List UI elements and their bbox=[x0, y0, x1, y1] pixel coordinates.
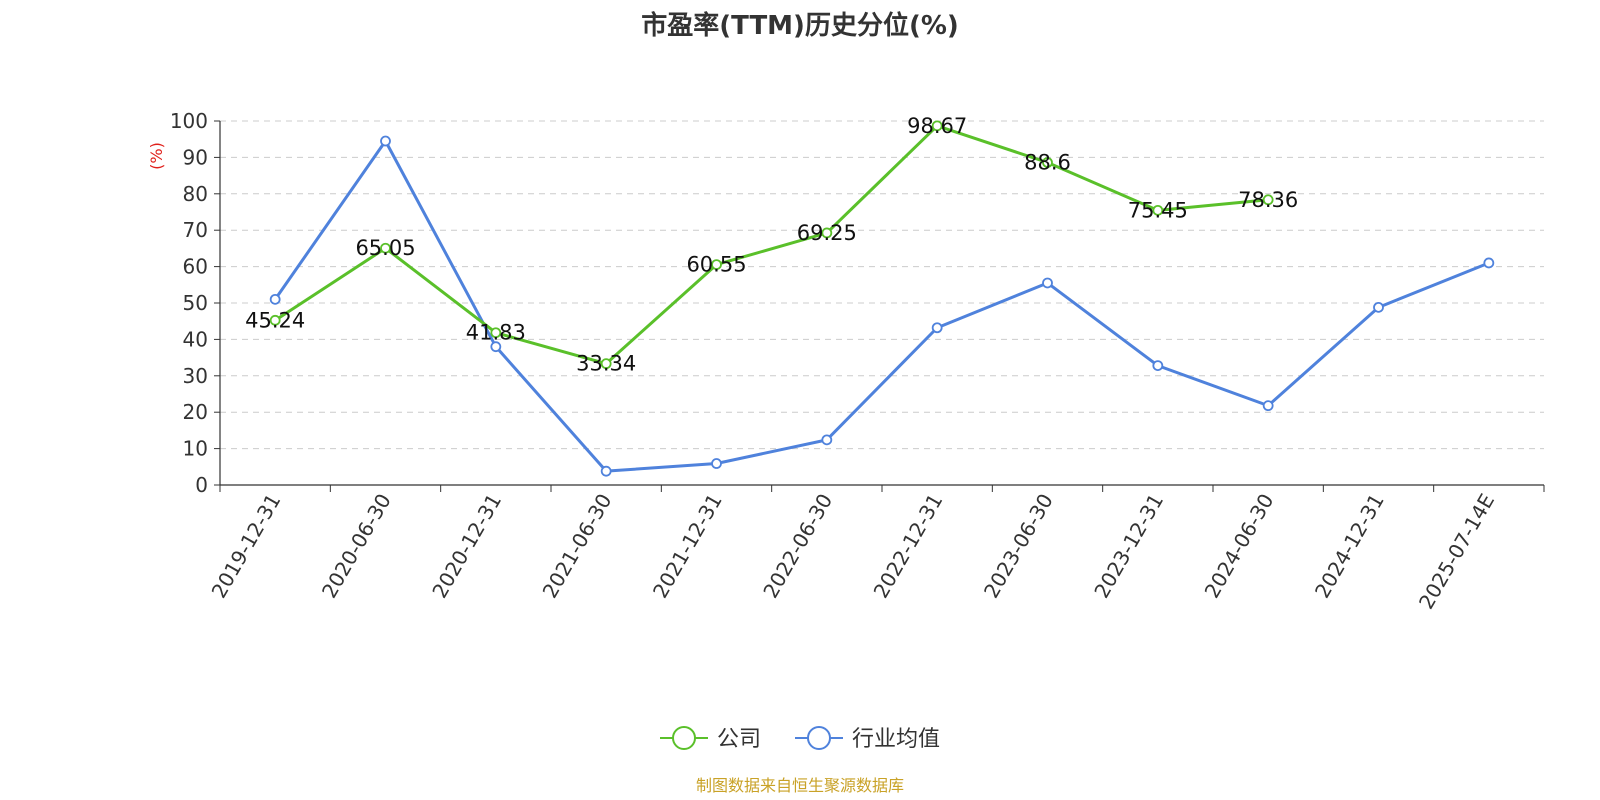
data-point bbox=[1152, 204, 1164, 216]
x-tick-label: 2024-06-30 bbox=[1200, 490, 1279, 603]
legend[interactable]: 公司 行业均值 bbox=[660, 726, 940, 752]
x-axis-ticks: 2019-12-31 2020-06-30 2020-12-31 2021-06-30… bbox=[207, 485, 1545, 614]
data-point bbox=[1373, 301, 1384, 313]
data-point bbox=[821, 434, 833, 446]
legend-item-0[interactable]: 公司 bbox=[660, 726, 761, 752]
data-point bbox=[269, 293, 281, 305]
data-point bbox=[1042, 157, 1053, 168]
data-point bbox=[600, 465, 612, 477]
series-1 bbox=[269, 135, 1495, 477]
data-point bbox=[600, 358, 612, 370]
x-tick-label: 2020-06-30 bbox=[317, 490, 396, 603]
y-tick-label: 30 bbox=[183, 364, 208, 388]
data-label: 60.55 bbox=[686, 253, 746, 277]
data-label: 78.36 bbox=[1238, 188, 1298, 212]
data-labels: 45.24 65.05 41.83 33.34 60.55 69.25 98.67 88.6 7… bbox=[245, 114, 1298, 376]
x-tick-label: 2020-12-31 bbox=[427, 490, 506, 603]
data-point bbox=[380, 135, 391, 147]
x-tick-label: 2019-12-31 bbox=[207, 490, 286, 603]
data-point bbox=[1262, 400, 1274, 412]
x-tick-label: 2023-12-31 bbox=[1089, 490, 1168, 603]
y-tick-label: 100 bbox=[170, 109, 208, 133]
data-point bbox=[380, 242, 391, 254]
data-label: 69.25 bbox=[797, 221, 857, 245]
legend-label: 公司 bbox=[717, 727, 761, 752]
data-point bbox=[931, 322, 943, 334]
y-tick-label: 40 bbox=[183, 327, 208, 351]
y-axis-ticks: 0 10 20 30 40 50 60 70 80 90 100 bbox=[170, 109, 220, 497]
y-tick-label: 60 bbox=[183, 255, 208, 279]
data-point bbox=[711, 259, 722, 270]
data-label: 33.34 bbox=[576, 352, 636, 376]
y-tick-label: 20 bbox=[183, 400, 208, 424]
data-label: 41.83 bbox=[466, 321, 526, 345]
data-point bbox=[490, 327, 502, 339]
source-note: 制图数据来自恒生聚源数据库 bbox=[696, 776, 904, 795]
data-label: 98.67 bbox=[907, 114, 967, 138]
data-label: 88.6 bbox=[1024, 150, 1071, 174]
data-point bbox=[1042, 277, 1053, 289]
x-tick-label: 2025-07-14E bbox=[1414, 490, 1499, 614]
legend-item-1[interactable]: 行业均值 bbox=[795, 726, 940, 752]
y-tick-label: 50 bbox=[183, 291, 208, 315]
grid-lines bbox=[220, 120, 1544, 450]
series-line bbox=[274, 124, 1269, 366]
y-tick-label: 90 bbox=[183, 145, 208, 169]
y-tick-label: 80 bbox=[183, 182, 208, 206]
y-axis-label: (%) bbox=[147, 142, 166, 170]
data-point bbox=[1262, 194, 1274, 206]
data-point bbox=[821, 227, 833, 239]
data-label: 65.05 bbox=[355, 236, 415, 260]
x-tick-label: 2021-12-31 bbox=[648, 490, 727, 603]
x-tick-label: 2023-06-30 bbox=[979, 490, 1058, 603]
x-tick-label: 2022-12-31 bbox=[869, 490, 948, 603]
x-tick-label: 2021-06-30 bbox=[538, 490, 617, 603]
legend-marker bbox=[672, 726, 696, 750]
data-point bbox=[711, 458, 722, 469]
x-tick-label: 2022-06-30 bbox=[758, 490, 837, 603]
data-label: 75.45 bbox=[1128, 198, 1188, 222]
series-group bbox=[269, 120, 1495, 477]
y-tick-label: 70 bbox=[183, 218, 208, 242]
data-point bbox=[1152, 360, 1164, 372]
legend-marker bbox=[807, 726, 831, 750]
legend-label: 行业均值 bbox=[852, 727, 940, 752]
data-label: 45.24 bbox=[245, 308, 305, 332]
data-point bbox=[931, 120, 943, 132]
data-point bbox=[1483, 257, 1495, 269]
series-0 bbox=[269, 120, 1274, 370]
chart-title: 市盈率(TTM)历史分位(%) bbox=[641, 10, 959, 41]
data-point bbox=[490, 341, 502, 353]
y-tick-label: 0 bbox=[195, 473, 208, 497]
x-tick-label: 2024-12-31 bbox=[1310, 490, 1389, 603]
data-point bbox=[269, 314, 281, 326]
series-line bbox=[273, 139, 1490, 473]
y-tick-label: 10 bbox=[183, 437, 208, 461]
